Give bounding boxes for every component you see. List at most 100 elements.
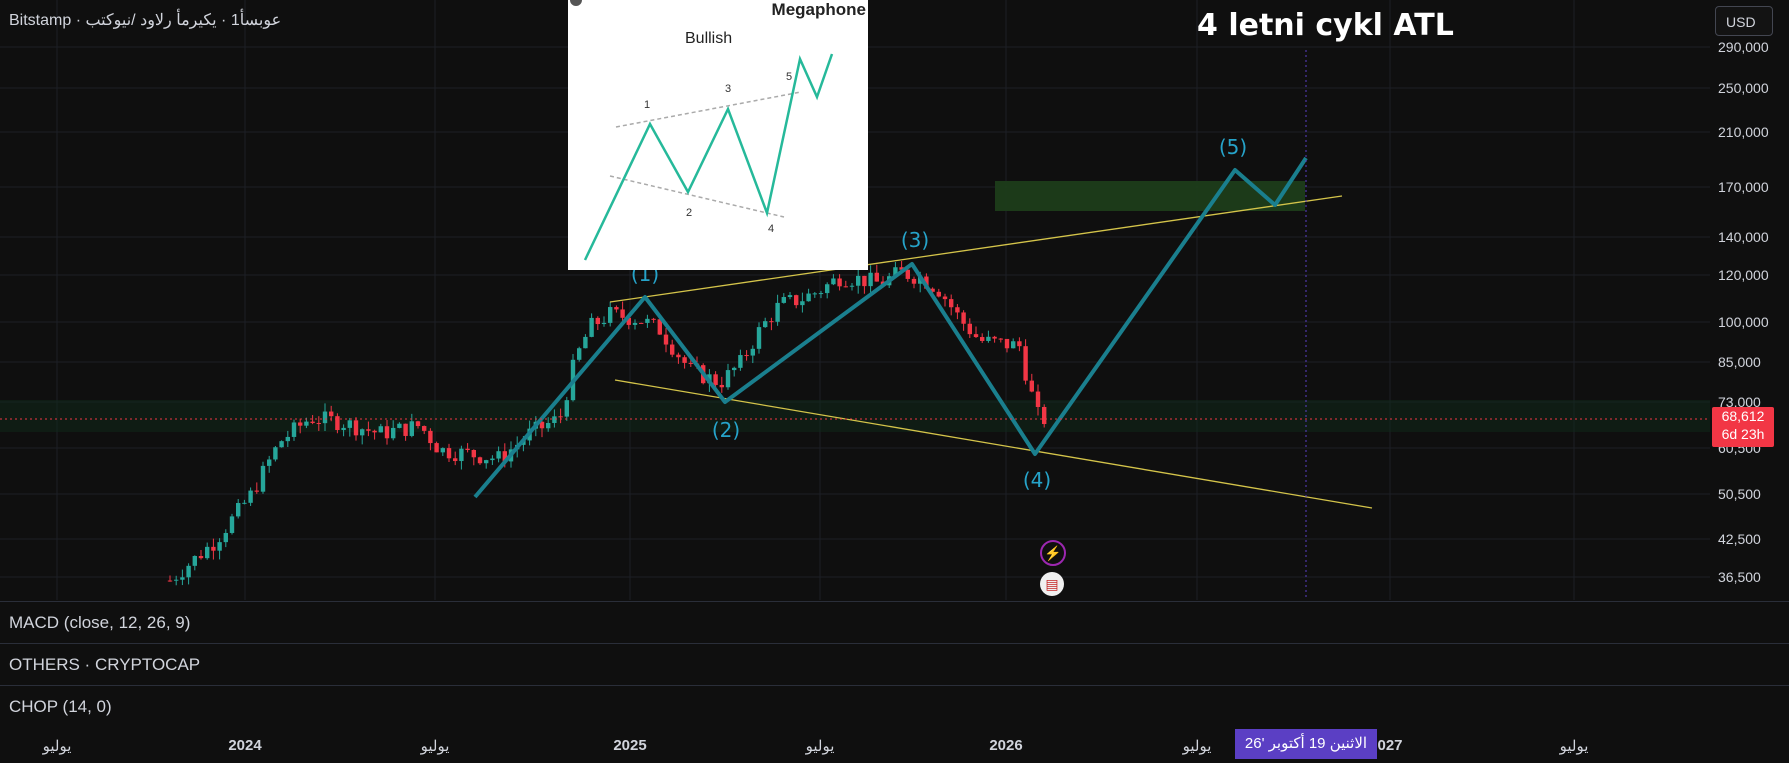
macd-panel[interactable]: MACD (close, 12, 26, 9) [0, 601, 1789, 643]
bar-countdown: 6d 23h [1721, 426, 1765, 442]
macd-label[interactable]: MACD (close, 12, 26, 9) [9, 613, 191, 632]
candle [719, 376, 724, 393]
candle [639, 322, 644, 324]
candle [174, 575, 179, 586]
price-axis-label: 120,000 [1718, 267, 1769, 283]
candle [787, 292, 793, 300]
price-axis-label: 170,000 [1718, 179, 1769, 195]
chart-grid [0, 0, 1710, 600]
candle [360, 428, 365, 445]
candle [738, 349, 743, 371]
candle [1023, 339, 1028, 385]
candle [267, 455, 272, 473]
candle [434, 441, 439, 453]
price-axis-label: 36,500 [1718, 569, 1761, 585]
candle [484, 459, 489, 469]
support-band [0, 400, 1710, 432]
candle [254, 482, 259, 494]
candle [1011, 338, 1016, 349]
symbol-title[interactable]: Bitstamp · عوبسأ1 · يكيرمأ رلاود /نيوكتب [9, 12, 282, 29]
elliott-wave-path [473, 156, 1308, 499]
candle [769, 317, 774, 331]
price-axis-label: 250,000 [1718, 80, 1769, 96]
inset-point-1: 1 [644, 99, 650, 111]
inset-point-2: 2 [686, 207, 692, 219]
candle [608, 301, 613, 327]
candle [378, 423, 383, 433]
candle [905, 268, 910, 282]
lower-trendline [614, 379, 1373, 509]
others-label[interactable]: OTHERS · CRYPTOCAP [9, 655, 201, 674]
inset-subtitle: Bullish [685, 30, 733, 47]
candle [577, 346, 582, 362]
candle [942, 293, 948, 307]
crosshair-date-label: الاثنين 19 أكتوبر '26 [1235, 729, 1377, 759]
others-panel[interactable]: OTHERS · CRYPTOCAP [0, 643, 1789, 685]
candle [899, 260, 904, 270]
candle [837, 274, 842, 291]
candle [223, 529, 228, 548]
candle [397, 422, 402, 429]
candle [440, 447, 445, 456]
chop-panel[interactable]: CHOP (14, 0) [0, 685, 1789, 729]
candle [663, 328, 669, 353]
candle [564, 396, 569, 421]
currency-selector[interactable]: USD [1715, 6, 1773, 36]
inset-point-4: 4 [768, 223, 774, 235]
current-price-value: 68,612 [1721, 408, 1765, 424]
candle [632, 319, 638, 330]
candle [961, 310, 966, 331]
candle [1017, 337, 1022, 352]
candle [713, 371, 718, 388]
candle [750, 345, 755, 364]
lightning-event-icon[interactable]: ⚡ [1040, 540, 1066, 566]
candle [980, 333, 985, 343]
candle [775, 294, 780, 326]
candle [825, 282, 830, 299]
candle [620, 301, 625, 323]
candle [229, 513, 235, 535]
price-axis-label: 85,000 [1718, 354, 1761, 370]
candle [298, 418, 303, 434]
candle [186, 563, 191, 585]
candle [732, 366, 737, 377]
candle [217, 538, 222, 560]
inset-handle-icon[interactable] [570, 0, 582, 6]
candle [242, 499, 247, 505]
chop-label[interactable]: CHOP (14, 0) [9, 697, 112, 716]
candle [248, 487, 253, 506]
time-label: يوليو [420, 738, 450, 755]
time-axis[interactable]: يوليو 2024 يوليو 2025 يوليو 2026 يوليو 0… [0, 729, 1789, 763]
candle [558, 408, 563, 424]
candle [471, 449, 476, 466]
candle [552, 409, 557, 428]
time-label: يوليو [42, 738, 72, 755]
candle [180, 569, 185, 586]
candle [391, 420, 396, 441]
candle [167, 575, 173, 582]
wave-label-3: (3) [901, 228, 929, 252]
candle [446, 443, 452, 463]
candle [744, 350, 749, 361]
candle [428, 428, 433, 451]
candle [763, 317, 768, 328]
candle [310, 415, 315, 425]
candle [812, 291, 817, 298]
price-chart[interactable]: (1) (2) (3) (4) (5) 290,000250,000210,00… [0, 0, 1789, 600]
candle [949, 294, 954, 316]
price-axis-label: 140,000 [1718, 229, 1769, 245]
candle [273, 446, 278, 462]
candle [1029, 373, 1034, 393]
candle [756, 322, 762, 354]
candle [322, 403, 328, 431]
us-flag-event-icon[interactable]: ▤ [1040, 572, 1064, 596]
candle [459, 445, 464, 470]
megaphone-pattern-image[interactable]: Megaphone Bullish 1 2 3 4 5 [568, 0, 868, 270]
candle [911, 276, 917, 289]
wave-label-5: (5) [1219, 135, 1247, 159]
candle [1004, 338, 1010, 353]
candle [403, 423, 408, 441]
candle [1042, 404, 1047, 428]
time-label: يوليو [1182, 738, 1212, 755]
price-axis-label: 100,000 [1718, 314, 1769, 330]
